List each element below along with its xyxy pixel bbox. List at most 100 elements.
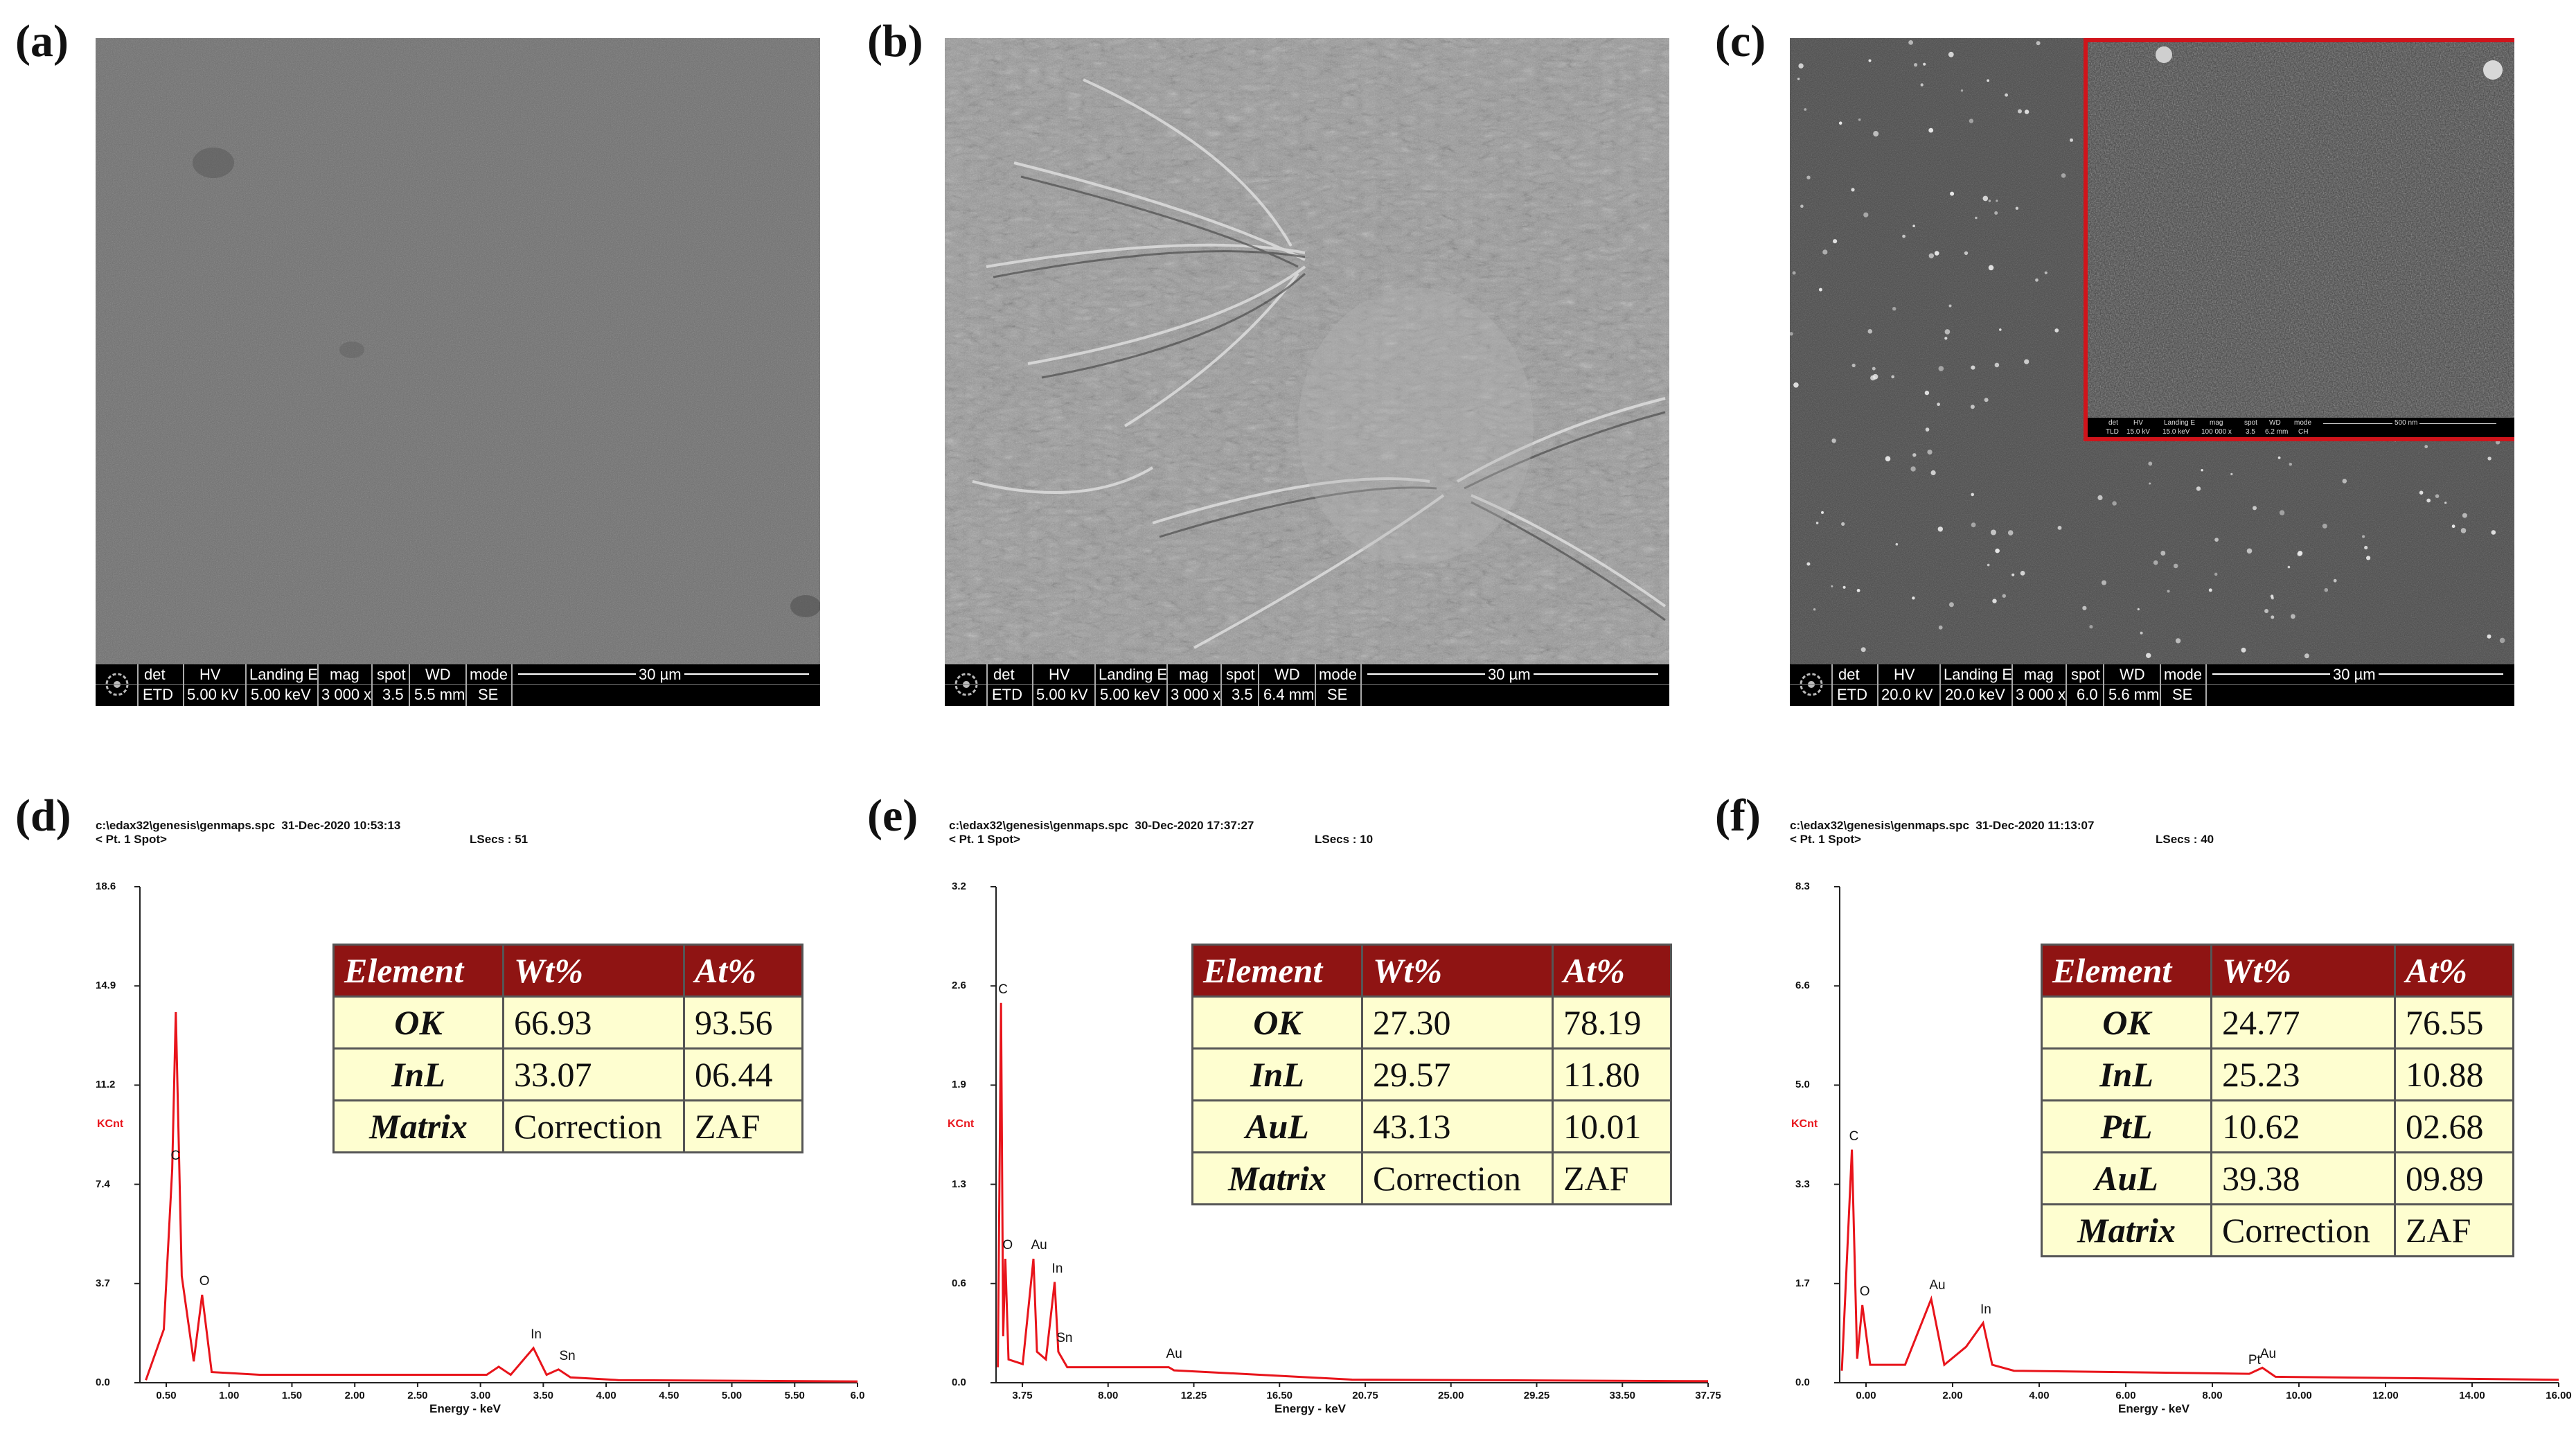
peak-label: Au xyxy=(1166,1346,1182,1361)
landing-header: Landing E xyxy=(1944,666,2013,683)
peak-label: In xyxy=(1980,1302,1991,1317)
col-header-element: Element xyxy=(1191,944,1363,998)
y-tick-label: 8.3 xyxy=(1795,880,1810,892)
y-tick-label: 6.6 xyxy=(1795,980,1810,992)
x-tick-label: 6.00 xyxy=(2115,1390,2136,1401)
mode-header: mode xyxy=(1319,666,1358,683)
col-header-element: Element xyxy=(332,944,504,998)
scale-bar-label: 30 µm xyxy=(2330,666,2379,684)
inset-databar: det TLD HV 15.0 kV Landing E 15.0 keV mag 10… xyxy=(2088,418,2514,437)
panel-label-c: (c) xyxy=(1715,16,1766,67)
element-cell: Matrix xyxy=(1191,1151,1363,1205)
element-cell: InL xyxy=(1191,1047,1363,1101)
wd-header: WD xyxy=(2120,666,2145,683)
peak-label: O xyxy=(1002,1238,1013,1252)
y-tick-label: 3.3 xyxy=(1795,1178,1810,1190)
at-cell: 09.89 xyxy=(2394,1151,2514,1205)
y-axis-label: KCnt xyxy=(97,1118,124,1130)
peak-label: C xyxy=(170,1149,181,1164)
wd-value: 5.6 mm xyxy=(2108,686,2160,703)
y-axis-label: KCnt xyxy=(948,1118,975,1130)
col-header-wt: Wt% xyxy=(502,944,685,998)
x-tick-label: 0.50 xyxy=(156,1390,177,1401)
landing-value: 5.00 keV xyxy=(251,686,311,703)
spot-value: 3.5 xyxy=(382,686,404,703)
mag-value: 3 000 x xyxy=(321,686,372,703)
x-tick-label: 2.50 xyxy=(407,1390,428,1401)
x-axis-label: Energy - keV xyxy=(1274,1402,1346,1415)
composition-table-f: Element Wt% At% OK 24.77 76.55 InL 25.23… xyxy=(2041,944,2514,1257)
x-tick-label: 33.50 xyxy=(1609,1390,1636,1401)
wt-cell: 43.13 xyxy=(1361,1099,1554,1153)
element-cell: Matrix xyxy=(2041,1203,2212,1257)
sem-image-a: det ETD HV 5.00 kV Landing E 5.00 keV ma… xyxy=(96,38,820,706)
col-header-wt: Wt% xyxy=(2210,944,2396,998)
panel-label-a: (a) xyxy=(15,16,69,67)
eds-header-line1: c:\edax32\genesis\genmaps.spc 31-Dec-202… xyxy=(96,819,401,832)
y-tick-label: 0.6 xyxy=(952,1277,966,1289)
eds-header-line1: c:\edax32\genesis\genmaps.spc 30-Dec-202… xyxy=(949,819,1254,832)
at-cell: 78.19 xyxy=(1552,995,1672,1050)
eds-pt-label: < Pt. 1 Spot> xyxy=(949,833,1020,846)
wt-cell: 66.93 xyxy=(502,995,685,1050)
col-header-at: At% xyxy=(683,944,803,998)
scale-bar-label: 30 µm xyxy=(636,666,684,684)
x-tick-label: 16.50 xyxy=(1266,1390,1293,1401)
at-cell: ZAF xyxy=(2394,1203,2514,1257)
sem-image-c: det ETD HV 20.0 kV Landing E 20.0 keV ma… xyxy=(1790,38,2514,706)
eds-spectrum-e: c:\edax32\genesis\genmaps.spc 30-Dec-202… xyxy=(938,811,1721,1420)
wt-cell: 10.62 xyxy=(2210,1099,2396,1153)
wt-cell: Correction xyxy=(502,1099,685,1153)
wt-cell: Correction xyxy=(2210,1203,2396,1257)
element-cell: OK xyxy=(332,995,504,1050)
sem-databar-a: det ETD HV 5.00 kV Landing E 5.00 keV ma… xyxy=(96,664,820,706)
peak-label: Pt xyxy=(2248,1353,2261,1368)
mode-value: SE xyxy=(1327,686,1348,703)
peak-label: C xyxy=(1849,1128,1859,1144)
at-cell: 76.55 xyxy=(2394,995,2514,1050)
det-header: det xyxy=(993,666,1015,683)
inset-landing: 15.0 keV xyxy=(2162,428,2190,436)
sem-inset-c: det TLD HV 15.0 kV Landing E 15.0 keV mag 10… xyxy=(2084,38,2514,441)
peak-label: Sn xyxy=(1056,1331,1073,1346)
at-cell: 10.01 xyxy=(1552,1099,1672,1153)
x-tick-label: 6.0 xyxy=(850,1390,865,1401)
spot-value: 3.5 xyxy=(1232,686,1253,703)
y-tick-label: 1.9 xyxy=(952,1079,966,1091)
element-cell: AuL xyxy=(1191,1099,1363,1153)
x-tick-label: 5.50 xyxy=(784,1390,805,1401)
composition-table-d: Element Wt% At% OK 66.93 93.56 InL 33.07… xyxy=(332,944,803,1153)
spectrum-line xyxy=(997,1002,1709,1383)
panel-label-b: (b) xyxy=(867,16,923,67)
peak-label: In xyxy=(1051,1261,1063,1276)
spectrum-line xyxy=(145,1011,858,1383)
wt-cell: 33.07 xyxy=(502,1047,685,1101)
inset-hv: 15.0 kV xyxy=(2126,428,2150,436)
wd-value: 5.5 mm xyxy=(414,686,465,703)
sem-databar-c: det ETD HV 20.0 kV Landing E 20.0 keV ma… xyxy=(1790,664,2514,706)
panel-label-f: (f) xyxy=(1715,790,1761,841)
inset-mag: 100 000 x xyxy=(2201,428,2232,436)
landing-value: 20.0 keV xyxy=(1945,686,2005,703)
peak-label: O xyxy=(1859,1284,1870,1299)
x-tick-label: 3.50 xyxy=(533,1390,553,1401)
x-tick-label: 37.75 xyxy=(1695,1390,1721,1401)
at-cell: 02.68 xyxy=(2394,1099,2514,1153)
y-tick-label: 14.9 xyxy=(96,980,116,992)
spot-value: 6.0 xyxy=(2077,686,2098,703)
spot-header: spot xyxy=(2071,666,2100,683)
x-tick-label: 8.00 xyxy=(2202,1390,2223,1401)
x-tick-label: 29.25 xyxy=(1523,1390,1550,1401)
peak-label: Au xyxy=(2259,1347,2277,1362)
peak-label: Au xyxy=(1929,1278,1946,1293)
eds-pt-label: < Pt. 1 Spot> xyxy=(1790,833,1861,846)
y-tick-label: 1.7 xyxy=(1795,1277,1810,1289)
wt-cell: 27.30 xyxy=(1361,995,1554,1050)
at-cell: 10.88 xyxy=(2394,1047,2514,1101)
at-cell: ZAF xyxy=(1552,1151,1672,1205)
element-cell: AuL xyxy=(2041,1151,2212,1205)
element-cell: PtL xyxy=(2041,1099,2212,1153)
at-cell: ZAF xyxy=(683,1099,803,1153)
panel-label-d: (d) xyxy=(15,790,71,841)
col-header-at: At% xyxy=(1552,944,1672,998)
